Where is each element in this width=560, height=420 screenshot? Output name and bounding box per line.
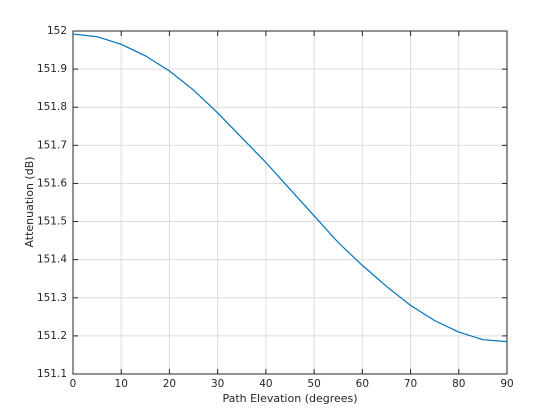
x-tick-label: 10: [115, 378, 128, 390]
x-axis-label: Path Elevation (degrees): [222, 392, 357, 405]
plot-frame: [72, 30, 508, 375]
x-tick-label: 0: [70, 378, 77, 390]
x-tick-label: 90: [500, 378, 513, 390]
x-tick-label: 60: [356, 378, 369, 390]
data-line: [72, 33, 508, 343]
y-tick-label: 151.3: [37, 292, 67, 304]
y-tick-label: 151.1: [37, 368, 67, 380]
y-tick-label: 151.5: [37, 216, 67, 228]
y-tick-label: 151.8: [37, 101, 67, 113]
y-tick-label: 151.6: [37, 177, 67, 189]
x-tick-label: 30: [211, 378, 224, 390]
y-tick-label: 151.7: [37, 139, 67, 151]
y-tick-label: 151.2: [37, 330, 67, 342]
y-tick-label: 151.4: [37, 254, 67, 266]
y-axis-label: Attenuation (dB): [23, 156, 36, 247]
x-tick-label: 40: [259, 378, 272, 390]
x-tick-label: 80: [452, 378, 465, 390]
x-tick-label: 70: [404, 378, 417, 390]
x-tick-label: 20: [163, 378, 176, 390]
y-tick-label: 151.9: [37, 63, 67, 75]
x-tick-label: 50: [307, 378, 320, 390]
y-tick-label: 152: [47, 25, 67, 37]
